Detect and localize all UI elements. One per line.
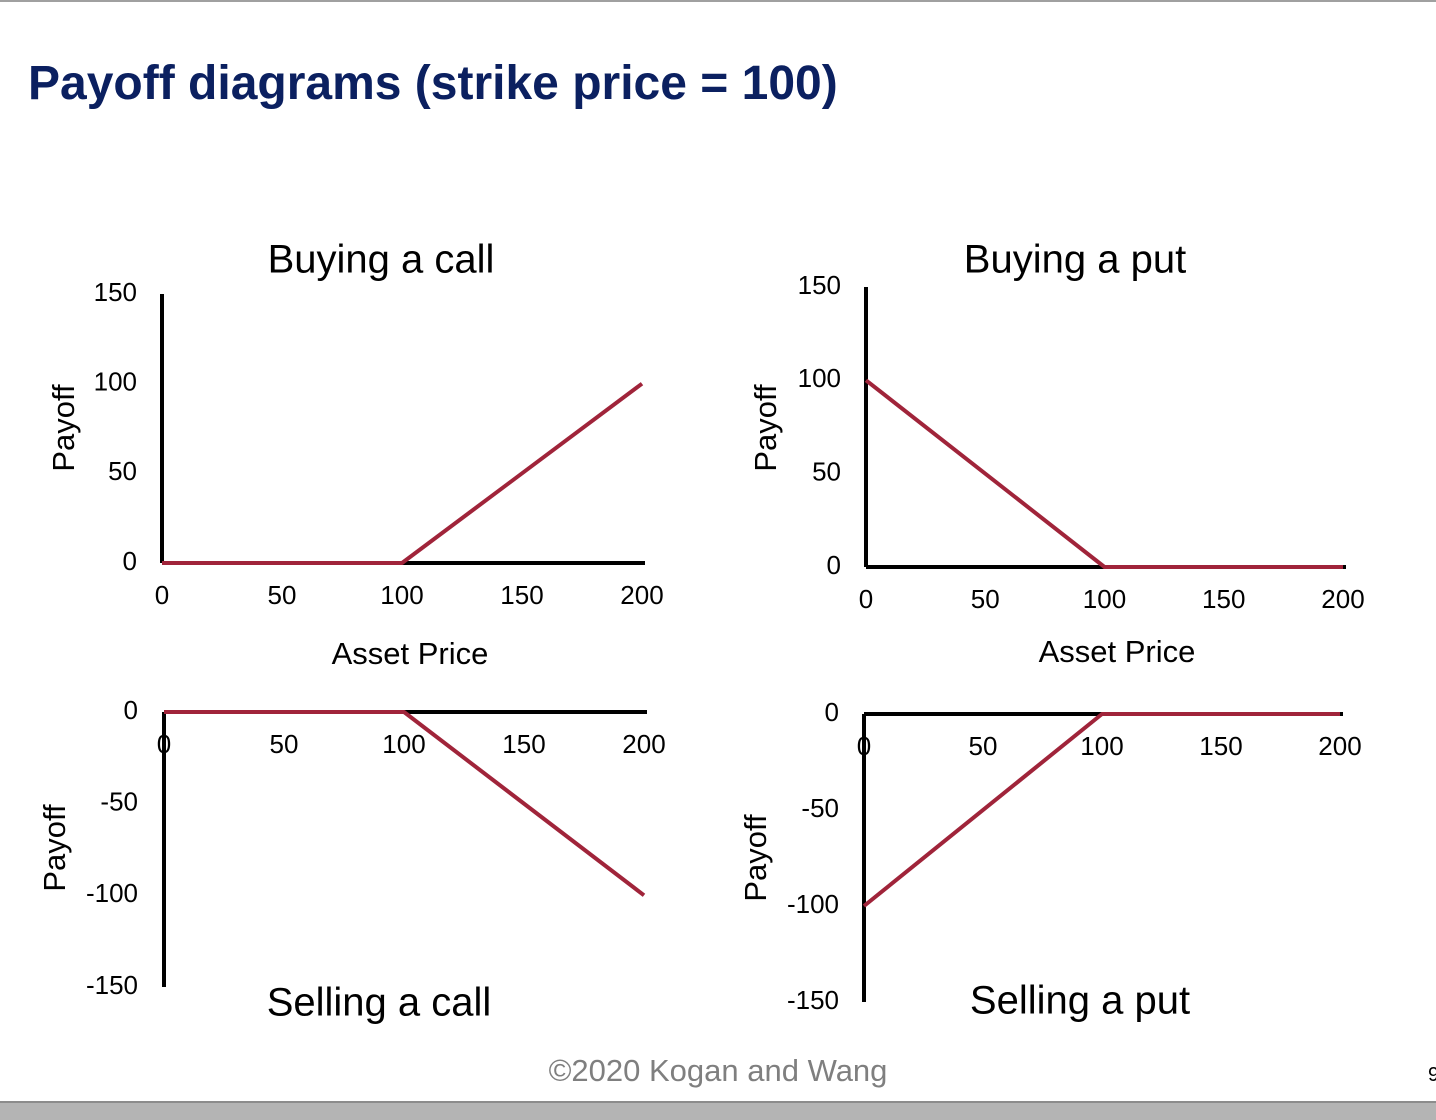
chart3-x-tick-label: 100 <box>382 729 425 759</box>
chart3-y-axis-label: Payoff <box>37 804 72 892</box>
chart3-y-tick-label: -50 <box>100 787 138 817</box>
chart1-x-tick-label: 150 <box>500 580 543 610</box>
chart4-x-tick-label: 200 <box>1318 731 1361 761</box>
chart2-y-tick-label: 50 <box>812 457 841 487</box>
chart2-x-tick-label: 0 <box>859 584 873 614</box>
chart3-title: Selling a call <box>267 981 492 1025</box>
chart3-y-tick-label: -100 <box>86 878 138 908</box>
chart1-x-tick-label: 0 <box>155 580 169 610</box>
chart4-x-tick-label: 100 <box>1080 731 1123 761</box>
chart1-x-tick-label: 100 <box>380 580 423 610</box>
chart1-y-tick-label: 150 <box>94 277 137 307</box>
top-rule <box>0 0 1436 2</box>
slide-title: Payoff diagrams (strike price = 100) <box>28 57 838 110</box>
chart3-x-tick-label: 50 <box>270 729 299 759</box>
bottom-bar <box>0 1101 1436 1120</box>
chart4-title: Selling a put <box>970 979 1190 1023</box>
chart1-y-tick-label: 100 <box>94 367 137 397</box>
chart1-title: Buying a call <box>268 238 495 282</box>
chart2-x-tick-label: 200 <box>1321 584 1364 614</box>
chart3-x-tick-label: 0 <box>157 729 171 759</box>
chart4-y-tick-label: -150 <box>787 985 839 1015</box>
chart4-y-axis-label: Payoff <box>738 814 773 902</box>
chart2-y-tick-label: 100 <box>798 363 841 393</box>
chart3-x-tick-label: 200 <box>622 729 665 759</box>
chart1-y-axis-label: Payoff <box>46 384 81 472</box>
chart2-x-tick-label: 150 <box>1202 584 1245 614</box>
page-number: 9 <box>1428 1064 1436 1086</box>
chart4-x-tick-label: 50 <box>969 731 998 761</box>
chart3-payoff-line <box>164 710 646 897</box>
chart2-y-tick-label: 150 <box>798 270 841 300</box>
footer-copyright: ©2020 Kogan and Wang <box>548 1053 888 1088</box>
chart1-y-tick-label: 50 <box>108 456 137 486</box>
chart4-y-tick-label: -100 <box>787 889 839 919</box>
chart2-title: Buying a put <box>964 238 1186 282</box>
chart4-x-tick-label: 150 <box>1199 731 1242 761</box>
chart4-y-tick-label: 0 <box>825 697 839 727</box>
chart4-payoff-line <box>862 712 1340 908</box>
chart2-y-axis-label: Payoff <box>748 384 783 472</box>
chart1-x-tick-label: 200 <box>620 580 663 610</box>
chart1-x-tick-label: 50 <box>268 580 297 610</box>
chart3-x-tick-label: 150 <box>502 729 545 759</box>
chart2-x-tick-label: 50 <box>971 584 1000 614</box>
chart2-y-tick-label: 0 <box>827 550 841 580</box>
chart3-y-tick-label: 0 <box>124 695 138 725</box>
chart1-x-axis-label: Asset Price <box>332 636 489 671</box>
chart2-x-tick-label: 100 <box>1083 584 1126 614</box>
chart2-x-axis-label: Asset Price <box>1039 634 1196 669</box>
chart1-payoff-line <box>162 382 644 565</box>
chart4-x-tick-label: 0 <box>857 731 871 761</box>
chart2-payoff-line <box>864 378 1343 569</box>
chart1-y-tick-label: 0 <box>123 546 137 576</box>
chart4-y-tick-label: -50 <box>801 793 839 823</box>
chart3-y-tick-label: -150 <box>86 970 138 1000</box>
